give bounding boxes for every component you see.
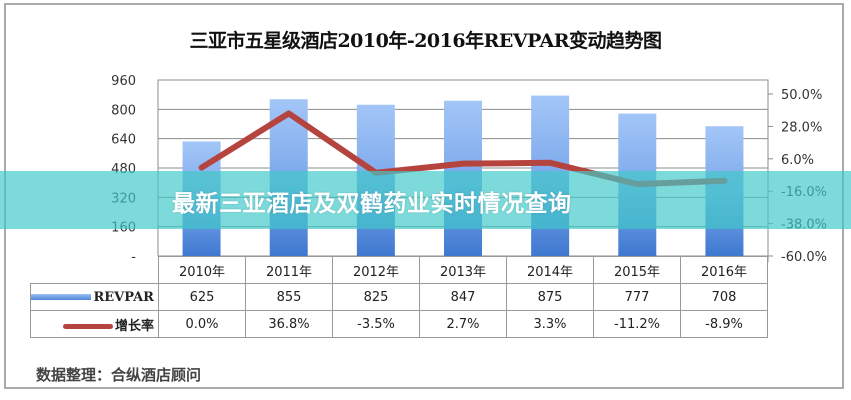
bar-swatch-icon bbox=[31, 294, 92, 300]
growth-cell: -3.5% bbox=[332, 310, 420, 338]
growth-cell: 36.8% bbox=[245, 310, 333, 338]
revpar-cell: 875 bbox=[506, 283, 594, 311]
year-cell: 2011年 bbox=[245, 256, 333, 284]
year-cell: 2016年 bbox=[680, 256, 768, 284]
chart-title: 三亚市五星级酒店2010年-2016年REVPAR变动趋势图 bbox=[189, 30, 662, 52]
left-axis-ticks: 960800640480320160- bbox=[111, 74, 136, 265]
growth-cell: -8.9% bbox=[680, 310, 768, 338]
left-axis-tick-label: 960 bbox=[111, 74, 136, 89]
data-table: 2010年 2011年 2012年 2013年 2014年 2015年 2016… bbox=[30, 256, 768, 338]
growth-cell: 0.0% bbox=[158, 310, 246, 338]
right-axis-tick-label: 6.0% bbox=[781, 153, 814, 168]
revpar-cell: 777 bbox=[593, 283, 681, 311]
table-row-growth: 增长率 0.0% 36.8% -3.5% 2.7% 3.3% -11.2% -8… bbox=[30, 310, 768, 338]
year-cell: 2010年 bbox=[158, 256, 246, 284]
right-axis-tick-label: -60.0% bbox=[781, 250, 827, 265]
revpar-cell: 708 bbox=[680, 283, 768, 311]
table-header-row: 2010年 2011年 2012年 2013年 2014年 2015年 2016… bbox=[30, 256, 768, 284]
left-axis-tick-label: 800 bbox=[111, 103, 136, 118]
line-swatch-icon bbox=[62, 323, 113, 329]
legend-growth: 增长率 bbox=[30, 310, 159, 338]
left-axis-tick-label: 640 bbox=[111, 133, 136, 148]
year-cell: 2013年 bbox=[419, 256, 507, 284]
revpar-cell: 855 bbox=[245, 283, 333, 311]
table-corner bbox=[30, 256, 159, 284]
growth-cell: 3.3% bbox=[506, 310, 594, 338]
growth-cell: 2.7% bbox=[419, 310, 507, 338]
right-axis-tick-label: 28.0% bbox=[781, 120, 822, 135]
legend-revpar: REVPAR bbox=[30, 283, 159, 311]
growth-cell: -11.2% bbox=[593, 310, 681, 338]
year-cell: 2012年 bbox=[332, 256, 420, 284]
year-cell: 2014年 bbox=[506, 256, 594, 284]
revpar-cell: 825 bbox=[332, 283, 420, 311]
overlay-banner bbox=[0, 171, 851, 229]
right-axis-tick-label: 50.0% bbox=[781, 88, 822, 103]
year-cell: 2015年 bbox=[593, 256, 681, 284]
data-source-note: 数据整理：合纵酒店顾问 bbox=[36, 366, 202, 384]
table-row-revpar: REVPAR 625 855 825 847 875 777 708 bbox=[30, 283, 768, 311]
revpar-cell: 847 bbox=[419, 283, 507, 311]
banner-headline[interactable]: 最新三亚酒店及双鹤药业实时情况查询 bbox=[172, 191, 572, 217]
revpar-cell: 625 bbox=[158, 283, 246, 311]
